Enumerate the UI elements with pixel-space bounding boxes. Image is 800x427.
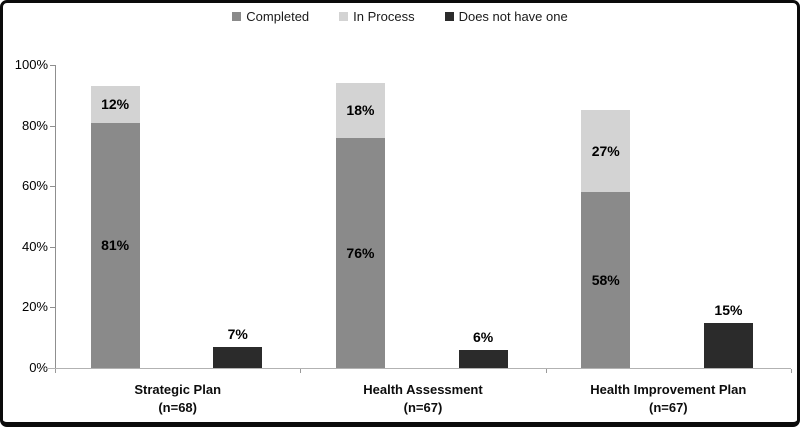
bar-segment-in-process: 18%: [335, 83, 385, 138]
bar-segment-completed: 58%: [581, 192, 631, 368]
plot-area: 81% 12% 7% 76% 18% 6% 58% 27% 15%: [55, 65, 791, 368]
y-tick-label: 40%: [21, 238, 48, 254]
bar-segment-completed: 81%: [90, 122, 140, 368]
bar-segment-value: 58%: [591, 272, 620, 289]
bar-group-health-improvement-plan: 58% 27% 15%: [546, 65, 791, 368]
category-label-strategic-plan: Strategic Plan (n=68): [55, 381, 300, 416]
y-axis-line: [55, 65, 56, 369]
x-axis-tick: [791, 369, 792, 373]
bar-segment-value: 81%: [101, 237, 130, 254]
x-axis-tick: [55, 369, 56, 373]
bar-segment-completed: 76%: [335, 137, 385, 368]
category-name: Health Assessment: [363, 382, 483, 397]
y-tick-mark: [50, 186, 55, 188]
legend-swatch-does-not-have-one: [444, 12, 454, 21]
bar-group-health-assessment: 76% 18% 6%: [300, 65, 545, 368]
y-tick-label: 20%: [21, 299, 48, 315]
legend-swatch-completed: [232, 12, 242, 21]
legend-swatch-in-process: [339, 12, 349, 21]
category-n: (n=68): [158, 399, 197, 415]
bar-segment-value: 76%: [346, 244, 375, 261]
x-axis-line: [46, 368, 791, 369]
chart-legend: Completed In Process Does not have one: [3, 9, 797, 24]
y-tick-label: 0%: [29, 360, 48, 375]
bar-does-not-have-one: [213, 346, 263, 368]
category-n: (n=67): [648, 399, 688, 415]
category-n: (n=67): [403, 399, 443, 415]
x-axis-tick: [300, 369, 302, 373]
bar-segment-in-process: 12%: [90, 86, 140, 123]
legend-item-in-process: In Process: [339, 9, 415, 24]
y-tick-mark: [50, 65, 55, 66]
legend-label: Completed: [246, 9, 310, 24]
legend-item-does-not-have-one: Does not have one: [444, 9, 568, 24]
x-axis-tick: [545, 369, 547, 373]
y-tick-mark: [50, 307, 55, 309]
y-tick-mark: [50, 246, 55, 248]
category-label-health-assessment: Health Assessment (n=67): [300, 381, 545, 416]
legend-label: Does not have one: [458, 9, 568, 24]
category-label-health-improvement-plan: Health Improvement Plan (n=67): [546, 381, 791, 416]
bar-does-not-have-one: [458, 349, 508, 368]
bar-segment-in-process: 27%: [581, 110, 631, 193]
bar-does-not-have-one: [703, 322, 753, 368]
bar-segment-value: 12%: [101, 96, 130, 113]
bar-group-strategic-plan: 81% 12% 7%: [55, 65, 300, 368]
x-axis-labels: Strategic Plan (n=68) Health Assessment (n=…: [55, 381, 791, 416]
category-name: Strategic Plan: [134, 382, 222, 397]
bar-segment-value: 18%: [346, 102, 375, 119]
bar-segment-value: 27%: [591, 143, 620, 160]
bar-value-label: 7%: [227, 325, 248, 342]
bar-value-label: 6%: [472, 328, 494, 345]
y-tick-label: 80%: [21, 117, 48, 133]
y-tick-label: 100%: [14, 57, 48, 72]
legend-item-completed: Completed: [232, 9, 309, 24]
y-tick-label: 60%: [21, 178, 48, 194]
category-name: Health Improvement Plan: [590, 382, 747, 397]
legend-label: In Process: [353, 9, 415, 24]
y-tick-mark: [50, 125, 55, 127]
bar-value-label: 15%: [714, 301, 743, 318]
